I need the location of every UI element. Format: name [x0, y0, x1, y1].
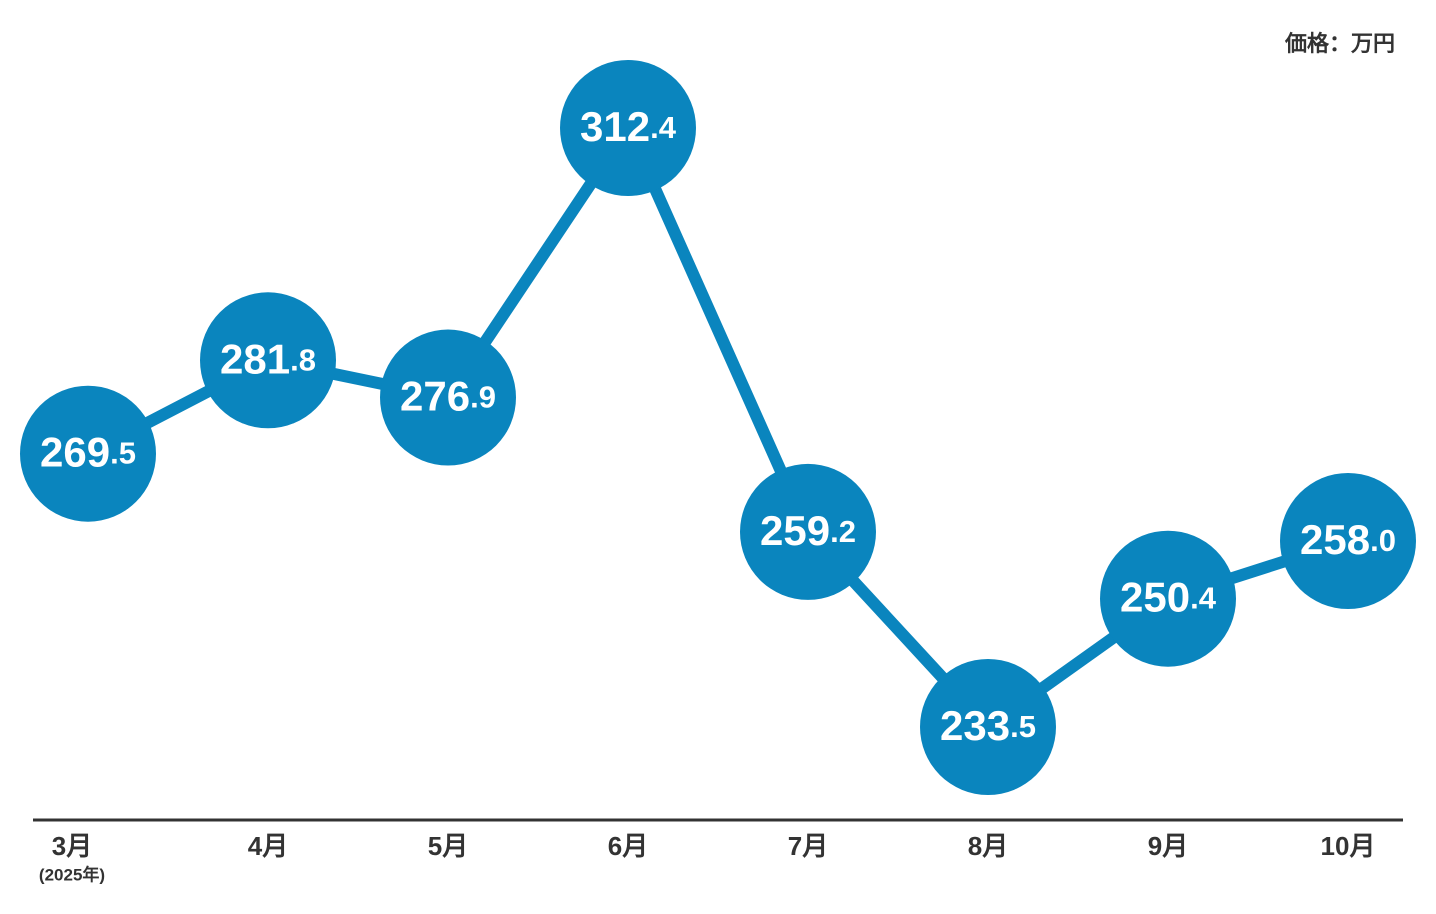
x-tick-label: 8月 — [968, 831, 1008, 861]
value-label: 258.0 — [1300, 516, 1396, 563]
x-tick-label: 4月 — [248, 831, 288, 861]
marker — [920, 659, 1056, 795]
value-label: 312.4 — [580, 103, 677, 150]
marker — [740, 463, 876, 600]
unit-label: 価格：万円 — [1284, 31, 1395, 56]
value-label: 281.8 — [220, 335, 316, 382]
x-tick-label: 5月 — [428, 831, 468, 861]
marker — [1100, 530, 1236, 667]
value-label: 269.5 — [40, 429, 136, 476]
value-label: 276.9 — [400, 373, 496, 420]
value-label: 250.4 — [1120, 574, 1217, 621]
x-tick-label: 6月 — [608, 831, 648, 861]
value-label: 233.5 — [940, 702, 1036, 749]
marker — [1280, 472, 1416, 609]
value-label: 259.2 — [760, 507, 856, 554]
x-tick-label: 7月 — [788, 831, 828, 861]
marker — [20, 385, 156, 522]
marker — [560, 60, 696, 196]
category-note: (2025年) — [39, 864, 105, 884]
x-tick-label: 10月 — [1321, 831, 1376, 861]
x-tick-label: 3月 — [52, 831, 92, 861]
x-tick-label: 9月 — [1148, 831, 1188, 861]
marker — [200, 292, 336, 429]
marker — [380, 329, 516, 466]
